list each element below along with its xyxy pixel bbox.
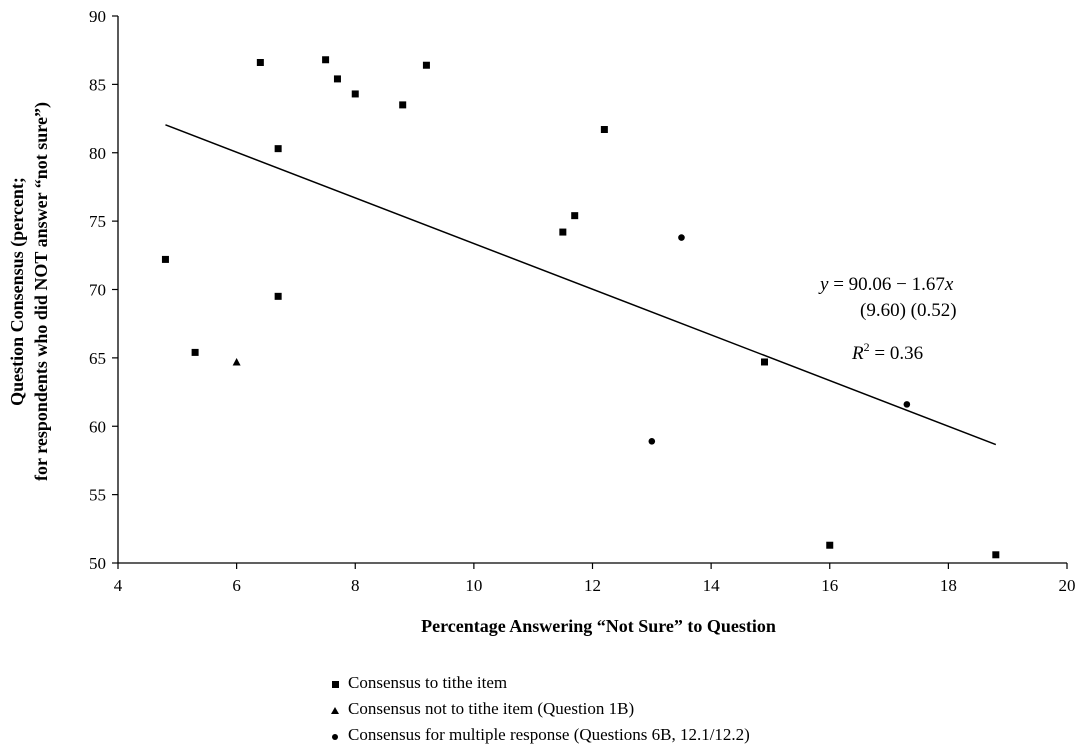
y-axis-label-line2: for respondents who did NOT answer “not … — [31, 102, 52, 481]
x-tick-label: 10 — [465, 576, 482, 595]
y-tick-label: 55 — [89, 486, 106, 505]
data-point-circle — [678, 234, 685, 241]
y-tick-label: 90 — [89, 7, 106, 26]
legend-label: Consensus to tithe item — [348, 673, 508, 692]
data-point-square — [274, 145, 282, 153]
data-point-square — [399, 101, 407, 109]
y-tick-label: 70 — [89, 281, 106, 300]
r-squared: R2 = 0.36 — [851, 340, 923, 364]
data-point-circle — [648, 437, 656, 445]
data-point-square — [992, 551, 1000, 559]
circle-marker-icon — [330, 722, 340, 748]
x-tick-label: 14 — [703, 576, 721, 595]
legend: Consensus to tithe item Consensus not to … — [330, 670, 750, 748]
data-point-square — [571, 212, 579, 220]
data-point-triangle — [232, 357, 241, 366]
y-tick-label: 65 — [89, 349, 106, 368]
legend-item: Consensus for multiple response (Questio… — [330, 722, 750, 748]
data-point-square — [161, 255, 169, 263]
standard-errors: (9.60) (0.52) — [860, 300, 957, 321]
legend-label: Consensus not to tithe item (Question 1B… — [348, 699, 635, 718]
data-point-square — [559, 228, 567, 236]
data-point-square — [826, 541, 834, 549]
x-tick-label: 4 — [114, 576, 123, 595]
x-axis-label: Percentage Answering “Not Sure” to Quest… — [421, 616, 776, 636]
data-point-square — [274, 292, 282, 300]
scatter-plot: 50 55 60 65 70 75 80 85 90 4 6 8 10 12 14 16 18 20 Percent… — [7, 7, 1076, 636]
y-tick-label: 80 — [89, 144, 106, 163]
data-point-square — [351, 90, 359, 98]
data-point-square — [191, 348, 199, 356]
regression-equation: y = 90.06 − 1.67x — [818, 274, 954, 295]
y-tick-label: 75 — [89, 212, 106, 231]
y-tick-label: 50 — [89, 554, 106, 573]
y-tick-label: 85 — [89, 75, 106, 94]
y-tick-label: 60 — [89, 417, 106, 436]
data-point-square — [256, 58, 264, 66]
trend-line — [165, 124, 997, 446]
x-tick-label: 8 — [351, 576, 360, 595]
data-point-square — [322, 56, 330, 64]
legend-item: Consensus to tithe item — [330, 670, 750, 696]
data-point-square — [333, 75, 341, 83]
data-point-square — [600, 126, 608, 134]
square-marker-icon — [330, 670, 340, 696]
legend-label: Consensus for multiple response (Questio… — [348, 725, 750, 744]
x-tick-label: 6 — [232, 576, 241, 595]
x-tick-label: 12 — [584, 576, 601, 595]
data-point-square — [761, 358, 769, 366]
legend-item: Consensus not to tithe item (Question 1B… — [330, 696, 750, 722]
data-point-circle — [903, 401, 911, 408]
x-tick-label: 20 — [1059, 576, 1076, 595]
data-point-square — [422, 61, 430, 69]
triangle-marker-icon — [330, 696, 340, 722]
y-axis-label-line1: Question Consensus (percent; — [7, 177, 28, 406]
x-tick-label: 16 — [821, 576, 838, 595]
x-tick-label: 18 — [940, 576, 957, 595]
